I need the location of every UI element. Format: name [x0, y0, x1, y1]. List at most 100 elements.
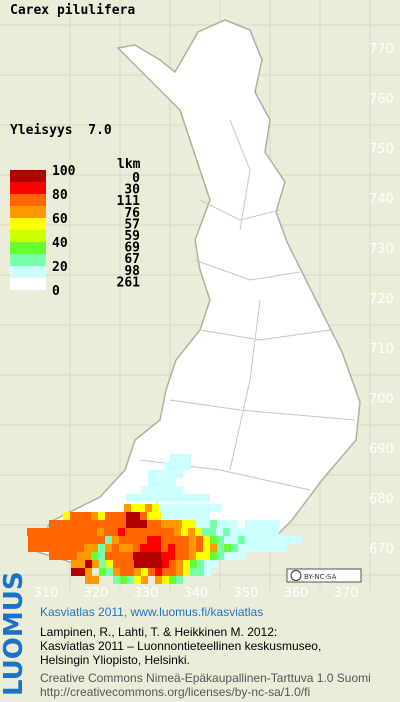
- cell: [252, 520, 259, 528]
- cell: [49, 544, 56, 552]
- cell: [134, 576, 141, 584]
- cell: [77, 536, 84, 544]
- cell: [162, 478, 169, 486]
- cell: [266, 520, 273, 528]
- cell: [155, 576, 162, 584]
- cell: [119, 552, 126, 560]
- cell: [98, 536, 105, 544]
- cell: [203, 552, 210, 560]
- region-borders: [139, 119, 356, 521]
- cell: [169, 486, 176, 494]
- cell: [210, 520, 217, 528]
- cell: [147, 552, 154, 560]
- cell: [244, 528, 251, 536]
- cell: [71, 560, 78, 568]
- y-label: 680: [369, 492, 394, 507]
- cell: [161, 536, 168, 544]
- cell: [99, 568, 106, 576]
- cell: [197, 568, 204, 576]
- cell: [141, 486, 148, 494]
- cell: [77, 512, 84, 520]
- cell: [119, 512, 126, 520]
- cell: [217, 520, 224, 528]
- cell: [196, 536, 203, 544]
- cell: [146, 528, 153, 536]
- cell: [273, 536, 280, 544]
- cell: [84, 512, 91, 520]
- cell: [113, 576, 120, 584]
- cell: [140, 544, 147, 552]
- cell: [245, 544, 252, 552]
- cell: [238, 552, 245, 560]
- cell: [204, 560, 211, 568]
- species-title: Carex pilulifera: [10, 3, 135, 18]
- cell: [210, 536, 217, 544]
- citation: Lampinen, R., Lahti, T. & Heikkinen M. 2…: [40, 625, 277, 639]
- cell: [175, 520, 182, 528]
- headline: Kasviatlas 2011, www.luomus.fi/kasviatla…: [40, 605, 263, 619]
- cell: [35, 536, 42, 544]
- y-label: 670: [369, 542, 394, 557]
- cell: [97, 528, 104, 536]
- cell: [162, 568, 169, 576]
- cell: [176, 486, 183, 494]
- y-label: 700: [369, 392, 394, 407]
- cell: [215, 504, 222, 512]
- cell: [105, 544, 112, 552]
- legend-count: 57: [124, 217, 140, 232]
- cell: [209, 528, 216, 536]
- cell: [106, 568, 113, 576]
- cell: [63, 544, 70, 552]
- cell: [159, 504, 166, 512]
- cell: [98, 552, 105, 560]
- cell: [119, 520, 126, 528]
- cell: [196, 552, 203, 560]
- cell: [63, 552, 70, 560]
- cell: [245, 520, 252, 528]
- cell: [85, 560, 92, 568]
- cell: [251, 528, 258, 536]
- cell: [127, 568, 134, 576]
- cell: [105, 512, 112, 520]
- cell: [176, 560, 183, 568]
- cell: [98, 544, 105, 552]
- cell: [76, 528, 83, 536]
- cell: [140, 536, 147, 544]
- cell: [133, 520, 140, 528]
- cell: [224, 536, 231, 544]
- cell: [105, 520, 112, 528]
- cell: [56, 544, 63, 552]
- cell: [168, 520, 175, 528]
- badge-box: [286, 568, 362, 583]
- cell: [148, 560, 155, 568]
- cell: [90, 528, 97, 536]
- cell: [175, 552, 182, 560]
- cell: [237, 528, 244, 536]
- cell: [124, 504, 131, 512]
- cell: [83, 528, 90, 536]
- legend-label: 0: [52, 284, 60, 299]
- cell: [176, 576, 183, 584]
- y-label: 690: [369, 442, 394, 457]
- y-label: 770: [369, 42, 394, 57]
- cell: [231, 552, 238, 560]
- cell: [92, 576, 99, 584]
- cell: [167, 528, 174, 536]
- cell: [162, 576, 169, 584]
- license-badge: BY-NC-SA: [286, 568, 362, 583]
- cell: [188, 528, 195, 536]
- cell: [161, 552, 168, 560]
- cell: [273, 520, 280, 528]
- cell: [70, 520, 77, 528]
- cell: [133, 552, 140, 560]
- cell: [48, 528, 55, 536]
- legend-swatch: [10, 170, 46, 182]
- cell: [154, 520, 161, 528]
- cell: [155, 470, 162, 478]
- cell: [56, 552, 63, 560]
- cell: [119, 544, 126, 552]
- cell: [169, 470, 176, 478]
- cell: [139, 528, 146, 536]
- cell: [163, 462, 170, 470]
- cell: [104, 528, 111, 536]
